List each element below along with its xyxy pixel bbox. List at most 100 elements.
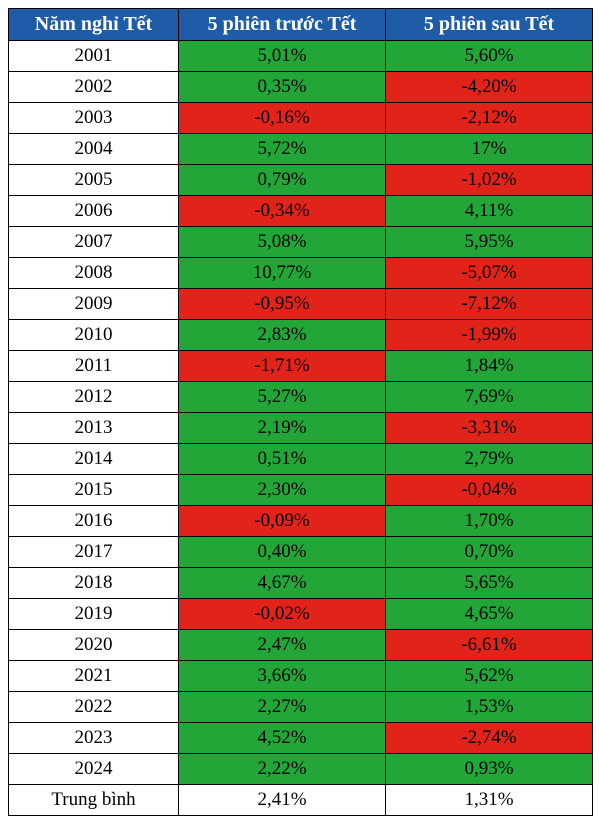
tet-returns-table: Năm nghỉ Tết 5 phiên trước Tết 5 phiên s… [8,8,593,816]
table-row: 20020,35%-4,20% [9,72,593,103]
cell-year: 2021 [9,661,179,692]
cell-after: -6,61% [386,630,593,661]
cell-after: -1,02% [386,165,593,196]
cell-year: 2008 [9,258,179,289]
cell-year: 2017 [9,537,179,568]
cell-before: -1,71% [179,351,386,382]
cell-year: 2020 [9,630,179,661]
table-row: 20202,47%-6,61% [9,630,593,661]
table-row: 20102,83%-1,99% [9,320,593,351]
cell-year: 2013 [9,413,179,444]
cell-year: 2023 [9,723,179,754]
table-row: 2009-0,95%-7,12% [9,289,593,320]
table-row: 20242,22%0,93% [9,754,593,785]
cell-after: 4,65% [386,599,593,630]
cell-year: 2007 [9,227,179,258]
cell-summary-after: 1,31% [386,785,593,816]
cell-before: 5,01% [179,41,386,72]
cell-before: -0,09% [179,506,386,537]
table-row: 20075,08%5,95% [9,227,593,258]
table-row: 2006-0,34%4,11% [9,196,593,227]
cell-year: 2012 [9,382,179,413]
table-row: 20170,40%0,70% [9,537,593,568]
cell-after: -2,12% [386,103,593,134]
cell-before: 2,22% [179,754,386,785]
cell-year: 2015 [9,475,179,506]
cell-after: 17% [386,134,593,165]
cell-before: 0,79% [179,165,386,196]
cell-before: 0,40% [179,537,386,568]
table-body: 20015,01%5,60%20020,35%-4,20%2003-0,16%-… [9,41,593,816]
cell-after: 5,60% [386,41,593,72]
table-row: 20015,01%5,60% [9,41,593,72]
cell-after: 0,93% [386,754,593,785]
cell-before: 2,19% [179,413,386,444]
cell-year: 2005 [9,165,179,196]
cell-after: 1,84% [386,351,593,382]
table-row: 200810,77%-5,07% [9,258,593,289]
table-row: 20152,30%-0,04% [9,475,593,506]
cell-before: -0,02% [179,599,386,630]
cell-after: 5,65% [386,568,593,599]
cell-before: 5,27% [179,382,386,413]
cell-before: 2,47% [179,630,386,661]
cell-before: 5,08% [179,227,386,258]
cell-after: -5,07% [386,258,593,289]
col-header-year: Năm nghỉ Tết [9,9,179,41]
col-header-after: 5 phiên sau Tết [386,9,593,41]
cell-before: 0,51% [179,444,386,475]
cell-after: -3,31% [386,413,593,444]
cell-after: -7,12% [386,289,593,320]
cell-after: 5,62% [386,661,593,692]
table-row: 20132,19%-3,31% [9,413,593,444]
cell-before: 3,66% [179,661,386,692]
cell-after: 4,11% [386,196,593,227]
cell-year: 2022 [9,692,179,723]
cell-after: -2,74% [386,723,593,754]
cell-before: 2,27% [179,692,386,723]
cell-after: 5,95% [386,227,593,258]
cell-after: -1,99% [386,320,593,351]
cell-summary-before: 2,41% [179,785,386,816]
table-row: 20234,52%-2,74% [9,723,593,754]
cell-after: 1,53% [386,692,593,723]
cell-after: 2,79% [386,444,593,475]
table-row: 20222,27%1,53% [9,692,593,723]
col-header-before: 5 phiên trước Tết [179,9,386,41]
table-header-row: Năm nghỉ Tết 5 phiên trước Tết 5 phiên s… [9,9,593,41]
table-row: 2019-0,02%4,65% [9,599,593,630]
table-row: 2003-0,16%-2,12% [9,103,593,134]
cell-before: 0,35% [179,72,386,103]
cell-year: 2004 [9,134,179,165]
table-row: 2016-0,09%1,70% [9,506,593,537]
table-row-summary: Trung bình2,41%1,31% [9,785,593,816]
table-row: 20050,79%-1,02% [9,165,593,196]
cell-before: 5,72% [179,134,386,165]
cell-year: 2014 [9,444,179,475]
cell-before: 4,52% [179,723,386,754]
cell-before: -0,95% [179,289,386,320]
table-row: 20184,67%5,65% [9,568,593,599]
cell-before: 2,83% [179,320,386,351]
cell-before: -0,16% [179,103,386,134]
cell-after: 0,70% [386,537,593,568]
cell-after: 1,70% [386,506,593,537]
cell-before: -0,34% [179,196,386,227]
cell-year: 2019 [9,599,179,630]
cell-after: -0,04% [386,475,593,506]
cell-before: 2,30% [179,475,386,506]
cell-year: 2011 [9,351,179,382]
table-row: 20213,66%5,62% [9,661,593,692]
cell-after: 7,69% [386,382,593,413]
cell-year: 2010 [9,320,179,351]
table-row: 2011-1,71%1,84% [9,351,593,382]
cell-year: 2018 [9,568,179,599]
cell-before: 4,67% [179,568,386,599]
cell-year: 2024 [9,754,179,785]
cell-year: 2016 [9,506,179,537]
cell-year: 2001 [9,41,179,72]
cell-after: -4,20% [386,72,593,103]
cell-summary-label: Trung bình [9,785,179,816]
cell-before: 10,77% [179,258,386,289]
cell-year: 2006 [9,196,179,227]
